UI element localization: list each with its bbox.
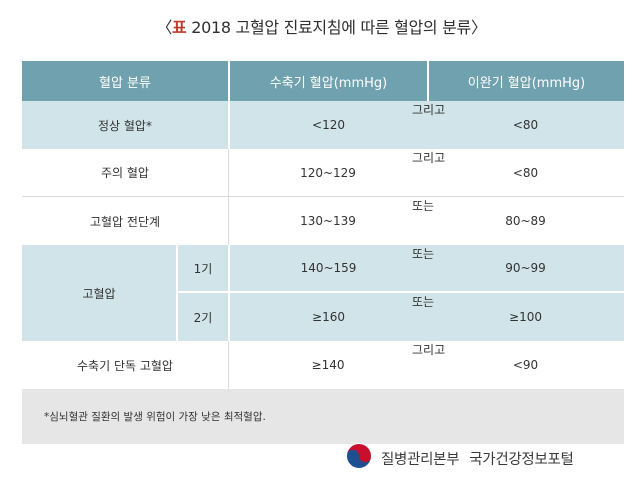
title-close-bracket: 〉	[470, 18, 487, 37]
table-label: 표	[172, 18, 187, 37]
row-condition-caution: 그리고	[412, 151, 446, 165]
row-systolic-isolated: ≥140	[228, 341, 427, 389]
row-diastolic-normal: <80	[427, 101, 624, 149]
row-diastolic-caution: <80	[427, 149, 624, 197]
row-diastolic-stage-2: ≥100	[427, 293, 624, 341]
blood-pressure-table: 혈압 분류 수축기 혈압(mmHg) 이완기 혈압(mmHg) 정상 혈압* <…	[22, 61, 624, 444]
row-name-normal: 정상 혈압*	[22, 101, 228, 149]
row-condition-stage-2: 또는	[412, 295, 435, 309]
table-footnote: *심뇌혈관 질환의 발생 위험이 가장 낮은 최적혈압.	[22, 389, 624, 444]
row-systolic-normal: <120	[228, 101, 427, 149]
row-systolic-caution: 120~129	[228, 149, 427, 197]
row-name-isolated-systolic: 수축기 단독 고혈압	[22, 341, 228, 389]
row-stage-1: 1기	[176, 245, 228, 293]
header-classification: 혈압 분류	[22, 61, 228, 101]
row-systolic-prehypertension: 130~139	[228, 197, 427, 245]
footer-text: 질병관리본부 국가건강정보포털	[381, 448, 574, 469]
row-diastolic-isolated: <90	[427, 341, 624, 389]
row-diastolic-prehypertension: 80~89	[427, 197, 624, 245]
row-diastolic-stage-1: 90~99	[427, 245, 624, 293]
row-name-caution: 주의 혈압	[22, 149, 228, 197]
row-condition-normal: 그리고	[412, 103, 446, 117]
org-name: 질병관리본부	[381, 451, 460, 468]
page-title: 〈표 2018 고혈압 진료지침에 따른 혈압의 분류〉	[0, 14, 643, 38]
header-systolic: 수축기 혈압(mmHg)	[228, 61, 427, 101]
row-name-hypertension: 고혈압	[22, 245, 176, 341]
footer-brand: 질병관리본부 국가건강정보포털	[345, 440, 574, 476]
portal-name: 국가건강정보포털	[469, 451, 574, 468]
row-name-prehypertension: 고혈압 전단계	[22, 197, 228, 245]
row-systolic-stage-1: 140~159	[228, 245, 427, 293]
taegeuk-logo-icon	[345, 442, 373, 474]
row-stage-2: 2기	[176, 293, 228, 341]
row-systolic-stage-2: ≥160	[228, 293, 427, 341]
title-text: 2018 고혈압 진료지침에 따른 혈압의 분류	[186, 18, 471, 37]
row-condition-isolated: 그리고	[412, 343, 446, 357]
row-condition-prehypertension: 또는	[412, 199, 435, 213]
row-condition-stage-1: 또는	[412, 247, 435, 261]
title-open-bracket: 〈	[156, 18, 173, 37]
header-diastolic: 이완기 혈압(mmHg)	[427, 61, 624, 101]
